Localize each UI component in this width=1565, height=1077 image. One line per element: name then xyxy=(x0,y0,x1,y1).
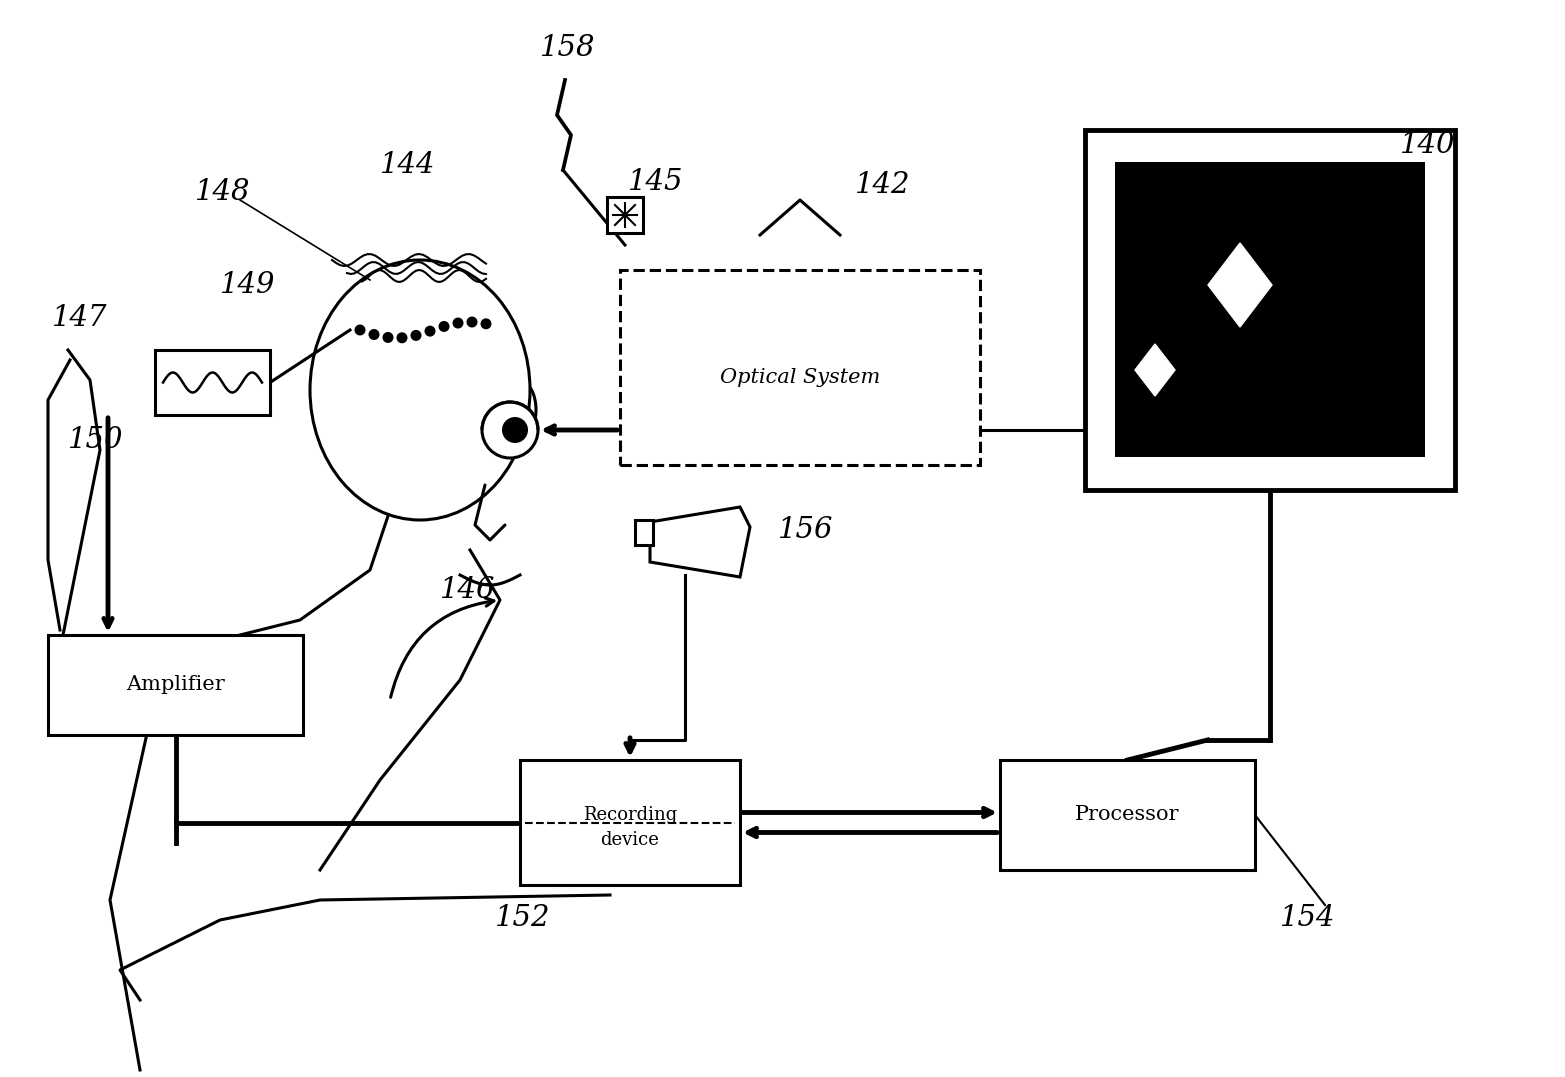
Bar xyxy=(1114,162,1426,457)
Circle shape xyxy=(424,325,435,337)
Circle shape xyxy=(396,333,407,344)
Ellipse shape xyxy=(509,382,535,437)
Circle shape xyxy=(502,417,527,443)
Circle shape xyxy=(452,318,463,328)
Circle shape xyxy=(438,321,449,332)
Text: 146: 146 xyxy=(440,576,496,604)
Polygon shape xyxy=(649,507,750,577)
Circle shape xyxy=(466,317,477,327)
Circle shape xyxy=(368,328,379,340)
Text: 145: 145 xyxy=(628,168,684,196)
Circle shape xyxy=(482,402,538,458)
Text: 149: 149 xyxy=(221,271,275,299)
Text: 152: 152 xyxy=(495,904,551,932)
Text: 148: 148 xyxy=(196,178,250,206)
Circle shape xyxy=(410,330,421,341)
Text: Processor: Processor xyxy=(1075,806,1180,825)
Polygon shape xyxy=(1208,243,1272,327)
Bar xyxy=(520,760,740,885)
Bar xyxy=(1085,130,1455,490)
Text: 144: 144 xyxy=(380,151,435,179)
Bar xyxy=(607,197,643,233)
Text: Amplifier: Amplifier xyxy=(127,675,225,695)
Text: 147: 147 xyxy=(52,304,108,332)
Text: 158: 158 xyxy=(540,34,596,62)
Ellipse shape xyxy=(310,260,531,520)
Text: 154: 154 xyxy=(1280,904,1335,932)
Circle shape xyxy=(480,319,491,330)
Bar xyxy=(1000,760,1255,870)
Bar xyxy=(635,520,653,545)
Polygon shape xyxy=(1135,344,1175,396)
Text: Recording
device: Recording device xyxy=(582,806,678,849)
Circle shape xyxy=(355,324,366,336)
Bar xyxy=(155,350,271,415)
Bar xyxy=(620,270,980,465)
Text: 142: 142 xyxy=(854,171,911,199)
Text: 140: 140 xyxy=(1401,131,1455,159)
Bar xyxy=(49,635,304,735)
Text: 150: 150 xyxy=(67,426,124,454)
Circle shape xyxy=(382,332,393,342)
Text: 156: 156 xyxy=(778,516,834,544)
Text: Optical System: Optical System xyxy=(720,368,880,387)
